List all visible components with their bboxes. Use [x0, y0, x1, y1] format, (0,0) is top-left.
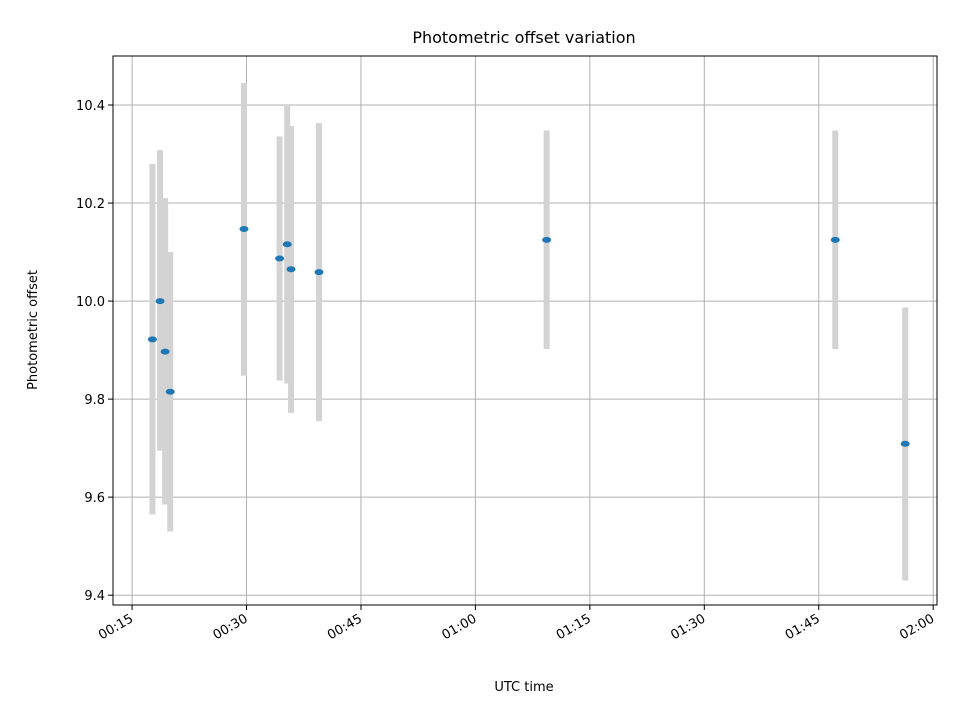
- y-axis-label: Photometric offset: [26, 270, 41, 390]
- data-markers: [147, 226, 910, 447]
- data-point: [155, 298, 165, 305]
- x-axis-label: UTC time: [494, 680, 553, 695]
- y-tick-label: 9.8: [84, 393, 105, 408]
- y-tick-label: 10.2: [76, 197, 105, 212]
- data-point: [275, 255, 285, 262]
- y-tick-label: 9.4: [84, 589, 105, 604]
- data-point: [160, 348, 170, 355]
- y-tick-label: 10.0: [76, 295, 105, 310]
- y-tick-label: 9.6: [84, 491, 105, 506]
- data-point: [314, 269, 324, 276]
- data-point: [282, 241, 292, 248]
- data-point: [147, 336, 157, 343]
- y-tick-label: 10.4: [76, 99, 105, 114]
- chart-title: Photometric offset variation: [412, 28, 635, 47]
- grid-lines: [113, 56, 937, 605]
- y-axis-ticks: 9.4 9.6 9.8 10.0 10.2 10.4: [76, 99, 113, 604]
- data-point: [286, 266, 296, 273]
- data-point: [830, 236, 840, 243]
- plot-area-frame: [112, 55, 938, 606]
- data-point: [165, 388, 175, 395]
- data-point: [239, 226, 249, 233]
- data-point: [542, 236, 552, 243]
- data-point: [900, 440, 910, 447]
